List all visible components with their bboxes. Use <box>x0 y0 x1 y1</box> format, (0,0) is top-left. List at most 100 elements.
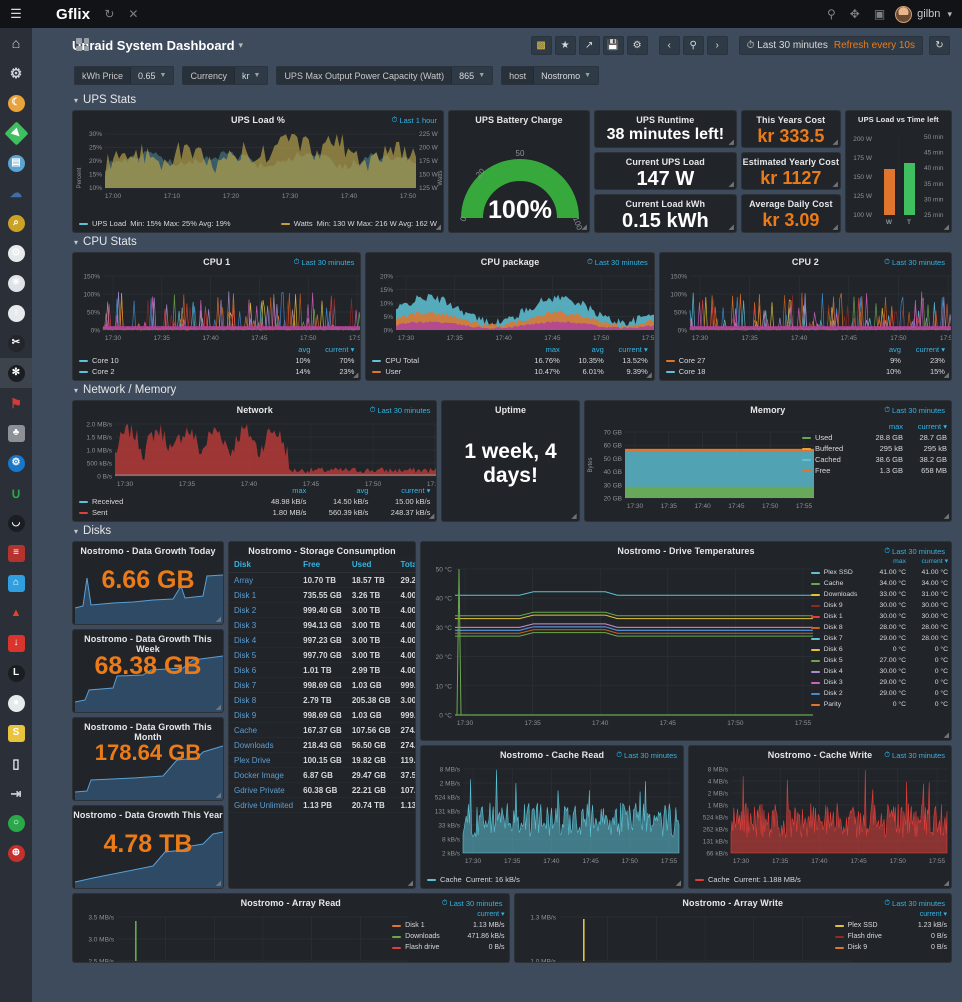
legend-item[interactable]: Disk 6 0 °C 0 °C <box>810 644 948 655</box>
legend-item[interactable]: Free 1.3 GB 658 MB <box>801 465 947 476</box>
column-header[interactable]: Used <box>346 557 396 573</box>
legend-item[interactable]: Sent 1.80 MB/s 560.39 kB/s 248.37 kB/s <box>79 507 430 518</box>
resize-handle[interactable]: ◢ <box>943 732 949 739</box>
row-header-cpu[interactable]: ▾ CPU Stats <box>72 233 952 252</box>
app-nzb-icon[interactable]: ♣ <box>0 418 32 448</box>
shuffle-icon[interactable]: ✥ <box>849 7 860 21</box>
app-shield-icon[interactable]: ⚑ <box>0 388 32 418</box>
legend-item[interactable]: Core 10 10% 70% <box>79 355 354 366</box>
panel-time-range[interactable]: ⏱ Last 30 minutes <box>616 750 677 760</box>
row-header-ups[interactable]: ▾ UPS Stats <box>72 91 952 110</box>
variable-value[interactable]: 0.65 ▼ <box>138 70 167 81</box>
legend-item[interactable]: Disk 2 29.00 °C 0 °C <box>810 688 948 699</box>
resize-handle[interactable]: ◢ <box>943 513 949 520</box>
refresh-button[interactable]: ↻ <box>929 35 950 55</box>
resize-handle[interactable]: ◢ <box>675 880 681 887</box>
gear-icon[interactable]: ⚙ <box>626 35 648 55</box>
app-drop-icon[interactable]: ● <box>0 688 32 718</box>
app-gitlab-icon[interactable]: ▲ <box>0 598 32 628</box>
panel-time-range[interactable]: ⏱ Last 30 minutes <box>884 257 945 267</box>
save-icon[interactable]: 💾 <box>602 35 624 55</box>
panel-time-range[interactable]: ⏱ Last 30 minutes <box>884 546 945 556</box>
app-magnet-icon[interactable]: ∪ <box>0 478 32 508</box>
resize-handle[interactable]: ◢ <box>943 880 949 887</box>
legend-item[interactable]: Buffered 295 kB 295 kB <box>801 443 947 454</box>
legend-item[interactable]: Used 28.8 GB 28.7 GB <box>801 432 947 443</box>
variable-value[interactable]: Nostromo ▼ <box>541 70 592 81</box>
close-icon[interactable]: ✕ <box>128 7 139 21</box>
legend-item[interactable]: Disk 1 30.00 °C 30.00 °C <box>810 611 948 622</box>
legend-item[interactable]: User 10.47% 6.01% 9.39% <box>372 366 648 377</box>
column-header[interactable]: Disk <box>229 557 299 573</box>
app-github-icon[interactable]: ○ <box>0 808 32 838</box>
row-header-disks[interactable]: ▾ Disks <box>72 522 952 541</box>
home-icon[interactable]: ⌂ <box>0 28 32 58</box>
legend-item[interactable]: Disk 9 30.00 °C 30.00 °C <box>810 600 948 611</box>
resize-handle[interactable]: ◢ <box>728 139 734 146</box>
legend-item[interactable]: Flash drive 0 B/s <box>392 942 505 953</box>
panel-time-range[interactable]: ⏱ Last 30 minutes <box>884 898 945 908</box>
legend-item[interactable]: Downloads 471.86 kB/s <box>392 931 505 942</box>
panel-time-range[interactable]: ⏱ Last 30 minutes <box>586 257 648 267</box>
app-globe-icon[interactable]: ♁ <box>0 298 32 328</box>
column-header[interactable]: Total <box>395 557 415 573</box>
chevron-left-icon[interactable]: ‹ <box>658 35 680 55</box>
variable-value[interactable]: kr ▼ <box>242 70 261 81</box>
legend-item[interactable]: Core 18 10% 15% <box>665 366 945 377</box>
resize-handle[interactable]: ◢ <box>429 513 435 520</box>
app-search-icon[interactable]: ⌕ <box>0 208 32 238</box>
resize-handle[interactable]: ◢ <box>581 224 587 231</box>
variable-2[interactable]: UPS Max Output Power Capacity (Watt) 865 ▼ <box>276 66 494 85</box>
resize-handle[interactable]: ◢ <box>215 792 221 799</box>
legend-item[interactable]: Disk 1 1.13 MB/s <box>392 920 505 931</box>
variable-0[interactable]: kWh Price 0.65 ▼ <box>74 66 175 85</box>
sidebar-menu-button[interactable]: ☰ <box>0 0 32 28</box>
app-play-icon[interactable]: ▶ <box>0 118 32 148</box>
panel-time-range[interactable]: ⏱ Last 30 minutes <box>293 257 355 267</box>
app-book-open-icon[interactable]: ▯ <box>0 748 32 778</box>
row-header-netmem[interactable]: ▾ Network / Memory <box>72 381 952 400</box>
legend-item[interactable]: Disk 5 27.00 °C 0 °C <box>810 655 948 666</box>
resize-handle[interactable]: ◢ <box>571 513 577 520</box>
page-title[interactable]: Unraid System Dashboard <box>72 37 235 53</box>
refresh-icon[interactable]: ↻ <box>104 7 115 21</box>
app-logout-icon[interactable]: ⇥ <box>0 778 32 808</box>
legend-item[interactable]: Disk 9 0 B/s <box>834 942 947 953</box>
share-icon[interactable]: ↗ <box>578 35 600 55</box>
legend-item[interactable]: Parity 0 °C 0 °C <box>810 699 948 710</box>
resize-handle[interactable]: ◢ <box>832 139 838 146</box>
app-lifering-icon[interactable]: ⊕ <box>0 838 32 868</box>
legend-item[interactable]: Disk 3 29.00 °C 0 °C <box>810 677 948 688</box>
column-header[interactable]: Free <box>298 557 347 573</box>
app-gears-icon[interactable]: ⚙ <box>0 448 32 478</box>
time-range-picker[interactable]: ⏱ Last 30 minutes Refresh every 10s <box>738 35 923 55</box>
app-sabnzbd-icon[interactable]: S <box>0 718 32 748</box>
app-home-blue-icon[interactable]: ⌂ <box>0 568 32 598</box>
resize-handle[interactable]: ◢ <box>215 880 221 887</box>
app-radarr-icon[interactable]: ⊙ <box>0 238 32 268</box>
legend-item[interactable]: Received 48.98 kB/s 14.50 kB/s 15.00 kB/s <box>79 496 430 507</box>
legend-item[interactable]: Cached 38.6 GB 38.2 GB <box>801 454 947 465</box>
app-sonarr-icon[interactable]: ✳ <box>0 268 32 298</box>
resize-handle[interactable]: ◢ <box>352 372 359 379</box>
star-icon[interactable]: ★ <box>554 35 576 55</box>
app-book-icon[interactable]: ▤ <box>0 148 32 178</box>
resize-handle[interactable]: ◢ <box>943 372 949 379</box>
resize-handle[interactable]: ◢ <box>215 704 221 711</box>
panel-time-range[interactable]: ⏱ Last 30 minutes <box>884 750 945 760</box>
chevron-down-icon[interactable]: ▾ <box>238 39 244 50</box>
legend-item[interactable]: Disk 4 30.00 °C 0 °C <box>810 666 948 677</box>
app-bowl-icon[interactable]: ◡ <box>0 508 32 538</box>
resize-handle[interactable]: ◢ <box>435 224 441 231</box>
panel-time-range[interactable]: ⏱ Last 30 minutes <box>369 405 431 415</box>
legend-item[interactable]: Plex SSD 41.00 °C 41.00 °C <box>810 567 948 578</box>
app-card-icon[interactable]: ≡ <box>0 538 32 568</box>
resize-handle[interactable]: ◢ <box>646 372 652 379</box>
variable-3[interactable]: host Nostromo ▼ <box>501 66 600 85</box>
legend-item[interactable]: CPU Total 16.76% 10.35% 13.52% <box>372 355 648 366</box>
app-download-icon[interactable]: ↓ <box>0 628 32 658</box>
legend-item[interactable]: Disk 7 29.00 °C 28.00 °C <box>810 633 948 644</box>
legend-item[interactable]: Plex SSD 1.23 kB/s <box>834 920 947 931</box>
resize-handle[interactable]: ◢ <box>943 224 949 231</box>
resize-handle[interactable]: ◢ <box>832 181 838 188</box>
